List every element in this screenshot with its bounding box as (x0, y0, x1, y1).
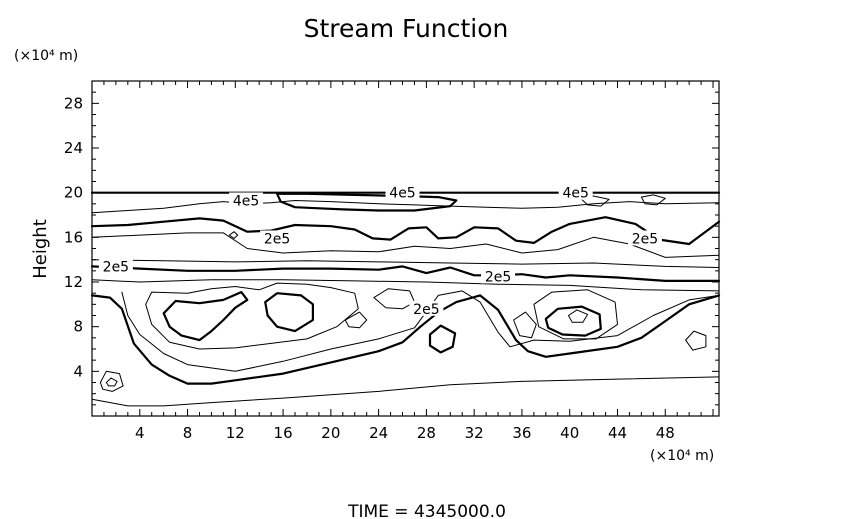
x-tick-label: 28 (417, 424, 436, 442)
contour-label-3: 4e5 (562, 186, 588, 202)
contour-line-19 (533, 289, 618, 340)
contour-label-7: 2e5 (485, 269, 511, 285)
contour-line-5 (90, 294, 721, 385)
time-footer: TIME = 4345000.0 (347, 502, 506, 519)
contour-label-6: 2e5 (103, 259, 129, 275)
contour-line-12 (91, 259, 720, 268)
x-tick-label: 36 (512, 424, 531, 442)
contour-line-27 (640, 194, 666, 206)
x-tick-label: 48 (656, 424, 675, 442)
contour-line-21 (513, 311, 537, 339)
contour-label-4: 2e5 (264, 231, 290, 247)
contour-label-bg (409, 300, 444, 316)
contour-label-8: 2e5 (413, 302, 439, 318)
y-tick-label: 8 (73, 318, 83, 336)
contour-line-20 (568, 309, 589, 323)
contour-lines (90, 191, 721, 407)
contour-label-1: 4e5 (233, 193, 259, 209)
y-tick-label: 28 (64, 94, 83, 112)
contour-label-bg (481, 268, 516, 284)
contour-line-13 (91, 279, 720, 292)
contour-line-14 (91, 376, 720, 407)
contour-line-22 (685, 330, 707, 351)
contour-label-bg (260, 230, 295, 246)
contour-line-17 (344, 311, 368, 329)
y-axis-unit-label: (×10⁴ m) (14, 48, 78, 64)
x-tick-label: 24 (369, 424, 388, 442)
contour-label-bg (558, 184, 593, 200)
y-tick-label: 16 (64, 228, 83, 246)
plot-frame (91, 80, 720, 417)
contour-line-15 (121, 290, 720, 372)
contour-line-3 (90, 216, 721, 246)
contour-line-2 (276, 192, 458, 212)
contour-line-23 (99, 370, 124, 392)
y-tick-label: 12 (64, 273, 83, 291)
contour-label-bg (385, 184, 420, 200)
contour-label-2: 4e5 (389, 186, 415, 202)
contour-line-7 (264, 292, 314, 333)
contour-line-6 (162, 291, 249, 342)
x-tick-label: 44 (608, 424, 627, 442)
x-tick-label: 8 (183, 424, 193, 442)
contour-label-bg (627, 230, 662, 246)
contour-label-bg (229, 192, 264, 208)
x-axis-unit-label: (×10⁴ m) (650, 448, 714, 464)
contour-labels: 4e5 4e5 4e5 2e5 2e5 2e5 2e5 2e5 (98, 184, 662, 318)
contour-line-24 (105, 377, 118, 387)
contour-line-8 (428, 324, 457, 354)
contour-label-bg (98, 258, 133, 274)
y-tick-label: 4 (73, 362, 83, 380)
contour-line-18 (373, 288, 415, 310)
contour-label-5: 2e5 (632, 231, 658, 247)
contour-line-10 (91, 200, 720, 214)
y-axis-label: Height (30, 219, 51, 279)
contour-line-16 (145, 282, 359, 350)
x-tick-label: 20 (321, 424, 340, 442)
contour-line-4 (90, 265, 721, 282)
contour-line-11 (91, 232, 720, 258)
contour-line-25 (228, 231, 239, 239)
x-tick-label: 40 (560, 424, 579, 442)
x-tick-label: 32 (465, 424, 484, 442)
x-tick-label: 16 (274, 424, 293, 442)
y-tick-label: 24 (64, 139, 83, 157)
x-tick-label: 12 (226, 424, 245, 442)
x-tick-label: 4 (135, 424, 145, 442)
y-tick-label: 20 (64, 184, 83, 202)
contour-line-9 (544, 305, 602, 337)
chart-title: Stream Function (304, 14, 509, 43)
